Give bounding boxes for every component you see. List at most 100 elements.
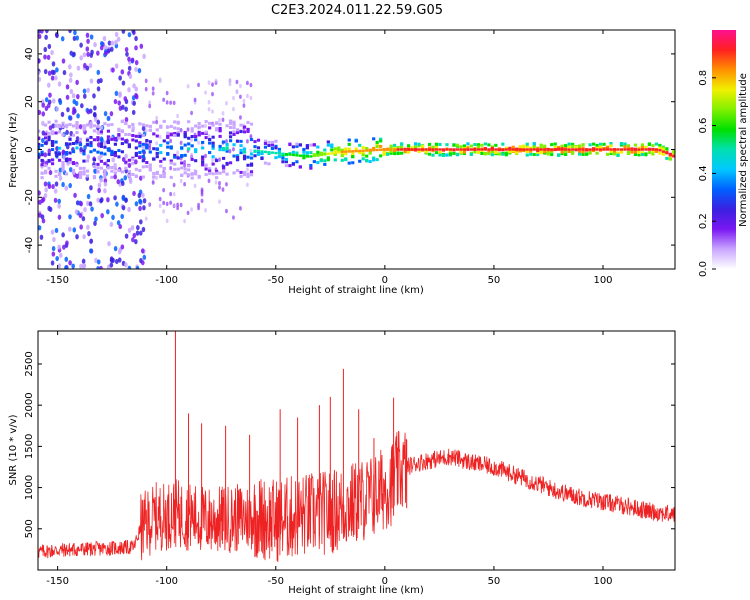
spectrogram-cell	[87, 231, 91, 237]
spectrogram-cell	[169, 138, 173, 144]
spectrogram-cell	[148, 166, 152, 170]
spectrogram-cell	[173, 155, 177, 159]
spectrogram-cell	[121, 104, 125, 110]
spectrogram-cell	[239, 139, 243, 143]
spectrogram-cell	[85, 65, 90, 71]
spectrogram-cell	[138, 175, 143, 181]
spectrogram-ridge	[319, 153, 323, 157]
spectrogram-cell	[114, 63, 119, 69]
spectrogram-cell	[291, 162, 295, 166]
spectrogram-cell	[539, 145, 543, 149]
spectrogram-cell	[626, 150, 631, 154]
spectrogram-cell	[54, 227, 59, 234]
spectrogram-cell	[131, 30, 136, 34]
spectrogram-ridge	[260, 150, 264, 153]
colorbar-ticks: 0.0 0.2 0.4 0.6 0.8	[698, 70, 716, 277]
spectrogram-cell	[103, 169, 107, 173]
spectrogram-cell	[68, 64, 72, 70]
spectrogram-cell	[389, 151, 393, 155]
spectrogram-cell	[316, 145, 320, 149]
spectrogram-cell	[246, 175, 250, 179]
spectrogram-cell	[85, 123, 90, 127]
spectrogram-cell	[152, 175, 156, 179]
spectrogram-cell	[48, 125, 53, 131]
spectrogram-cell	[201, 124, 205, 128]
spectrogram-ridge	[354, 149, 358, 153]
spectrogram-ridge	[382, 148, 386, 151]
colorbar-tick-label: 0.4	[698, 165, 709, 181]
spectrogram-cell	[672, 152, 675, 156]
spectrogram-cell	[120, 129, 124, 133]
spectrogram-cell	[47, 138, 51, 142]
snr-x-ticks: -150 -100 -50 0 50 100	[46, 331, 613, 587]
spectrogram-cell	[68, 167, 73, 173]
spectrogram-cell	[57, 146, 62, 150]
spectrogram-ridge	[420, 148, 425, 151]
spectrogram-cell	[51, 251, 56, 257]
spectrogram-ridge	[368, 149, 372, 152]
spectrogram-cell	[78, 170, 83, 174]
spectrogram-cell	[319, 159, 323, 163]
spectrogram-cell	[145, 144, 149, 148]
spectrogram-cell	[47, 99, 52, 105]
spectrogram-cell	[76, 94, 80, 100]
spectrogram-cell	[201, 146, 205, 150]
spectrogram-cell	[138, 141, 142, 145]
spectrogram-cell	[595, 151, 599, 155]
spectrogram-cell	[344, 147, 348, 151]
spectrogram-cell	[578, 144, 582, 148]
spectrogram-cell	[118, 75, 122, 81]
spectrogram-cell	[166, 131, 170, 135]
spectrogram-cell	[47, 205, 51, 212]
spectrogram-cell	[134, 201, 139, 207]
spectrogram-ridge	[665, 151, 669, 155]
spectrogram-cell	[183, 163, 186, 168]
spectrogram-cell	[52, 236, 56, 243]
spectrogram-cell	[190, 144, 194, 148]
spectrogram-cell	[368, 151, 372, 155]
spectrogram-cell	[180, 166, 184, 170]
spectrogram-cell	[48, 169, 53, 176]
spectrogram-cell	[96, 50, 100, 56]
spectrogram-cell	[560, 144, 564, 148]
spectrogram-cell	[218, 134, 222, 138]
spectrogram-cell	[110, 137, 114, 141]
spectrogram-cell	[68, 182, 72, 189]
spectrogram-cell	[99, 265, 103, 269]
spectrogram-cell	[103, 140, 107, 146]
spectrogram-cell	[375, 158, 379, 162]
spectrogram-ridge	[323, 153, 327, 156]
spectrogram-cell	[74, 100, 79, 107]
spectrogram-cell	[518, 145, 522, 149]
spectrogram-cell	[61, 160, 65, 164]
spectrogram-cell	[379, 144, 383, 148]
spectrogram-cell	[176, 202, 180, 207]
spectrogram-cell	[333, 152, 337, 156]
spectrogram-cell	[277, 147, 282, 151]
spectrogram-cell	[81, 258, 86, 264]
spectrogram-cell	[96, 265, 100, 269]
snr-x-label: Height of straight line (km)	[288, 585, 424, 596]
spectrogram-cell	[476, 145, 480, 149]
spectrogram-cell	[291, 145, 295, 149]
spectrogram-cell	[218, 199, 221, 204]
spectrogram-cell	[106, 115, 111, 122]
spectrogram-cell	[309, 166, 313, 170]
spectrogram-cell	[71, 93, 76, 99]
spectrogram-cell	[90, 206, 94, 212]
spectrogram-cell	[633, 153, 638, 157]
spectrogram-cell	[148, 142, 152, 148]
spectrogram-cell	[661, 146, 665, 150]
spectrogram-ridge	[434, 148, 439, 151]
spectrogram-cell	[522, 144, 526, 148]
spectrogram-cell	[344, 152, 348, 156]
spectrogram-ridge	[330, 152, 334, 155]
spectrogram-cell	[114, 90, 119, 96]
spectrogram-cell	[162, 97, 166, 102]
spectrogram-cell	[43, 181, 48, 187]
spectrogram-cell	[113, 174, 118, 180]
spectrogram-cell	[584, 152, 589, 156]
spectrogram-cell	[78, 124, 83, 130]
spectrogram-cell	[543, 146, 547, 150]
spectrogram-cell	[204, 167, 208, 171]
